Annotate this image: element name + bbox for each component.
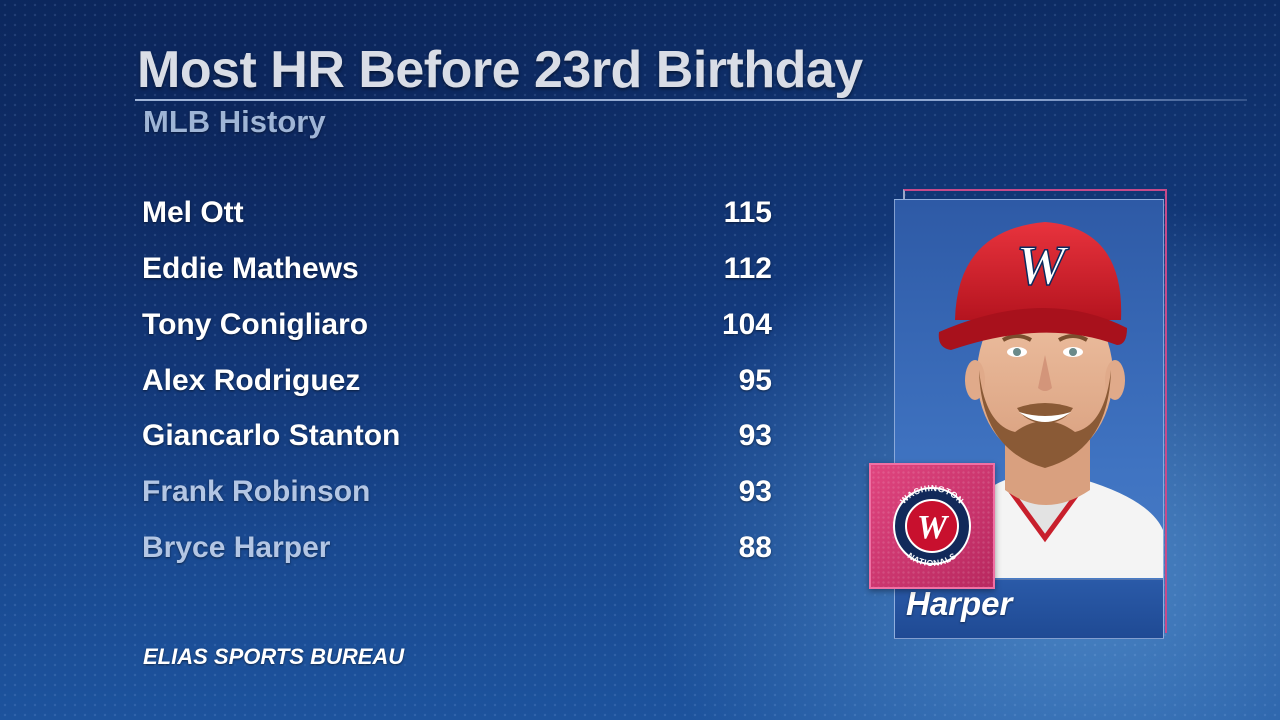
- cap-logo-letter: W: [1016, 235, 1070, 297]
- hr-total: 88: [738, 531, 772, 564]
- player-name: Eddie Mathews: [142, 252, 359, 285]
- leader-row: Giancarlo Stanton 93: [142, 419, 772, 463]
- title-divider: [135, 99, 1247, 101]
- hr-total: 112: [723, 252, 772, 285]
- leader-row: Eddie Mathews 112: [142, 252, 772, 296]
- graphic-title: Most HR Before 23rd Birthday: [137, 41, 863, 99]
- player-name: Mel Ott: [142, 196, 244, 229]
- hr-total: 93: [738, 419, 772, 452]
- player-name: Alex Rodriguez: [142, 364, 361, 397]
- nationals-logo-icon: WASHINGTON NATIONALS W: [893, 483, 971, 568]
- hr-total: 93: [738, 475, 772, 508]
- source-credit: ELIAS SPORTS BUREAU: [143, 644, 405, 669]
- graphic-subtitle: MLB History: [143, 104, 326, 139]
- hr-total: 115: [723, 196, 772, 229]
- hr-total: 95: [738, 364, 772, 397]
- player-name: Tony Conigliaro: [142, 308, 369, 341]
- player-name: Bryce Harper: [142, 531, 331, 564]
- player-portrait: W: [935, 222, 1163, 578]
- team-logo-box: WASHINGTON NATIONALS W: [869, 463, 995, 589]
- leader-row: Bryce Harper 88: [142, 531, 772, 575]
- leader-row: Alex Rodriguez 95: [142, 364, 772, 408]
- card-player-name: Harper: [906, 585, 1013, 622]
- player-name: Giancarlo Stanton: [142, 419, 401, 452]
- logo-letter: W: [917, 509, 950, 546]
- player-name: Frank Robinson: [142, 475, 371, 508]
- hr-total: 104: [721, 308, 772, 341]
- leader-row: Frank Robinson 93: [142, 475, 772, 519]
- leader-row: Tony Conigliaro 104: [142, 308, 772, 352]
- leader-row: Mel Ott 115: [142, 196, 772, 240]
